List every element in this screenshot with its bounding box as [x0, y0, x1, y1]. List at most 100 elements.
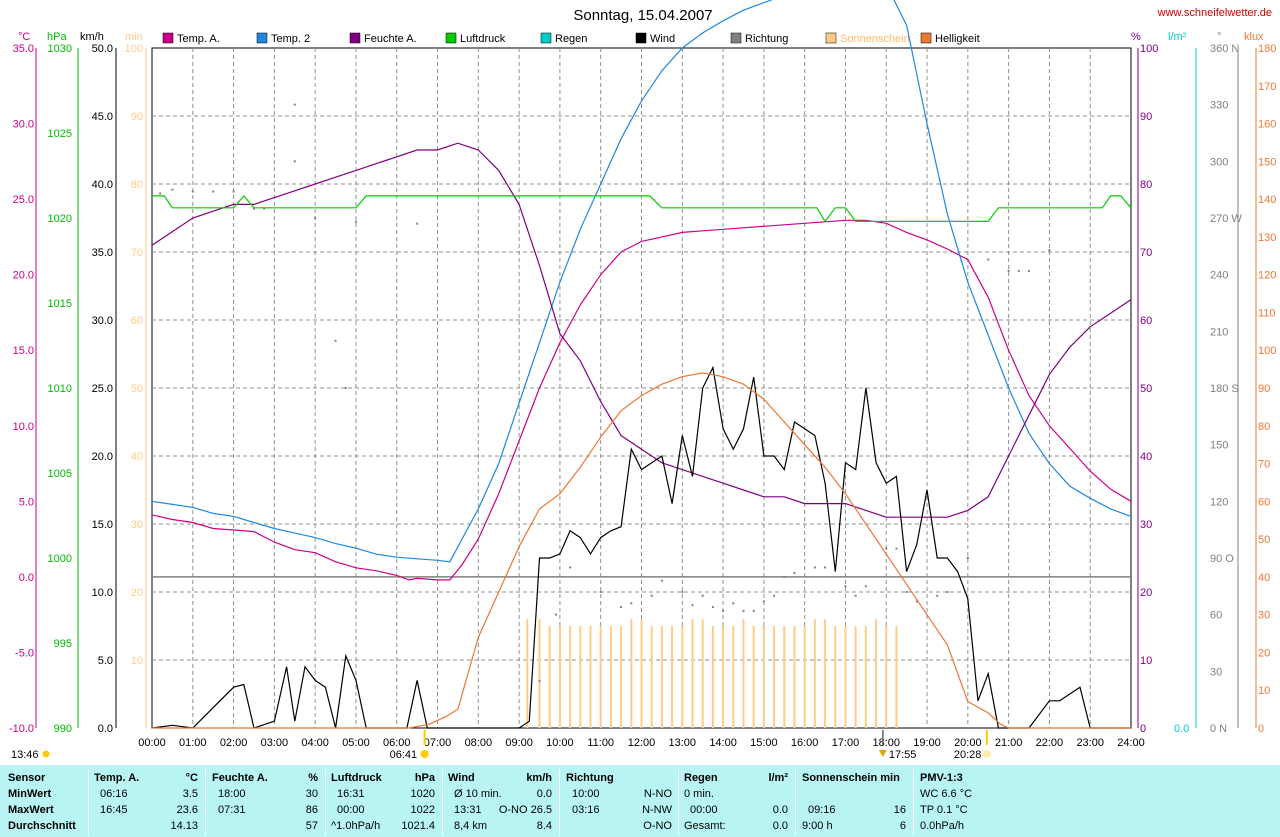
- axis-tick-label: 40: [131, 451, 143, 463]
- axis-tick-label: 45.0: [92, 111, 113, 123]
- x-tick-label: 21:00: [995, 737, 1023, 749]
- stats-header: Feuchte A.: [212, 772, 268, 784]
- x-tick-label: 05:00: [342, 737, 370, 749]
- stats-col-sensor: Sensor MinWert MaxWert Durchschnitt: [8, 765, 88, 837]
- stats-unit: hPa: [414, 772, 435, 784]
- x-tick-label: 08:00: [465, 737, 493, 749]
- direction-point: [620, 606, 623, 609]
- stats-value: 0.0: [772, 804, 788, 816]
- direction-point: [554, 613, 557, 616]
- x-tick-label: 00:00: [138, 737, 166, 749]
- sunshine-bar: [660, 626, 663, 728]
- sunshine-bar: [854, 626, 857, 728]
- sunrise-time: 06:41: [390, 749, 418, 761]
- x-tick-label: 23:00: [1076, 737, 1104, 749]
- axis-tick-label: 50: [1140, 383, 1152, 395]
- stats-value: TP 0.1 °C: [920, 804, 968, 816]
- sunset-time: 20:28: [954, 749, 982, 761]
- stats-time: 09:16: [808, 804, 836, 816]
- direction-point: [293, 103, 296, 106]
- axis-tick-label: 1000: [48, 553, 72, 565]
- axis-tick-label: 25.0: [92, 383, 113, 395]
- sunshine-bar: [864, 626, 867, 728]
- stats-col-humidity: Feuchte A. % 18:00 07:31 30 86 57: [212, 765, 322, 837]
- stats-value: 16: [893, 804, 906, 816]
- stats-header: Sonnenschein min: [802, 772, 900, 784]
- stats-header: Sensor: [8, 772, 46, 784]
- direction-point: [191, 190, 194, 193]
- x-tick-label: 02:00: [220, 737, 248, 749]
- direction-point: [742, 609, 745, 612]
- sunshine-bar: [691, 619, 694, 728]
- direction-point: [1017, 269, 1020, 272]
- sunshine-bar: [558, 626, 561, 728]
- axis-tick-label: 120: [1258, 270, 1276, 282]
- stats-row-label: Durchschnitt: [8, 820, 76, 832]
- series-line-temp-a: [151, 219, 1132, 581]
- x-tick-label: 07:00: [424, 737, 452, 749]
- sunshine-bar: [732, 626, 735, 728]
- stats-value: 30: [305, 788, 318, 800]
- x-tick-label: 16:00: [791, 737, 819, 749]
- x-tick-label: 11:00: [587, 737, 614, 749]
- series-line-temp-2: [151, 0, 1132, 563]
- direction-point: [212, 190, 215, 193]
- x-tick-label: 18:00: [872, 737, 900, 749]
- direction-point: [793, 572, 796, 575]
- axis-tick-label: 270 W: [1210, 213, 1242, 225]
- direction-point: [159, 192, 162, 195]
- axis-tick-label: 10: [1140, 655, 1152, 667]
- sunshine-bar: [722, 626, 725, 728]
- direction-point: [854, 594, 857, 597]
- axis-tick-label: 30.0: [92, 315, 113, 327]
- direction-point: [681, 591, 684, 593]
- sunshine-bar: [752, 626, 755, 728]
- axis-tick-label: 35.0: [13, 43, 34, 55]
- direction-point: [752, 609, 755, 612]
- direction-point: [711, 606, 714, 609]
- axis-tick-label: 15.0: [13, 345, 34, 357]
- sun-max-time: 17:55: [889, 749, 917, 761]
- axis-tick-label: 90 O: [1210, 553, 1234, 565]
- stats-unit: km/h: [526, 772, 552, 784]
- legend-swatch: [445, 32, 457, 44]
- direction-point: [773, 594, 776, 597]
- legend-swatch: [825, 32, 837, 44]
- stats-time: 16:31: [337, 788, 365, 800]
- axis-tick-label: 1010: [48, 383, 72, 395]
- axis-tick-label: 20: [1140, 587, 1152, 599]
- direction-point: [314, 217, 317, 219]
- axis-tick-label: 1015: [48, 298, 72, 310]
- stats-time: 8,4 km: [454, 820, 488, 832]
- axis-tick-label: 30: [1140, 519, 1152, 531]
- left-sun-icon: [42, 750, 50, 758]
- axis-tick-label: 30: [1258, 610, 1270, 622]
- direction-point: [263, 207, 266, 210]
- axis-tick-label: 170: [1258, 81, 1276, 93]
- axis-tick-label: 60: [1258, 496, 1270, 508]
- axis-tick-label: 1005: [48, 468, 72, 480]
- legend-swatch: [540, 32, 552, 44]
- axis-tick-label: 70: [1258, 459, 1270, 471]
- stats-time: 13:31: [454, 804, 482, 816]
- axis-tick-label: 0.0: [19, 572, 34, 584]
- x-tick-label: 19:00: [913, 737, 941, 749]
- axis-tick-label: 50: [131, 383, 143, 395]
- axis-tick-label: 360 N: [1210, 43, 1239, 55]
- watermark: www.schneifelwetter.de: [1157, 7, 1272, 19]
- axis-tick-label: 100: [125, 43, 143, 55]
- axis-tick-label: 80: [131, 179, 143, 191]
- stats-row-label: MaxWert: [8, 804, 54, 816]
- axis-tick-label: 0 N: [1210, 723, 1227, 735]
- direction-point: [660, 579, 663, 582]
- direction-point: [354, 220, 357, 223]
- axis-tick-label: 150: [1258, 156, 1276, 168]
- sunrise-icon: [420, 750, 429, 758]
- legend-label: Richtung: [745, 33, 788, 45]
- x-tick-label: 06:00: [383, 737, 411, 749]
- legend-swatch: [162, 32, 174, 44]
- legend-label: Regen: [555, 33, 587, 45]
- sunshine-bar: [701, 619, 704, 728]
- x-tick-label: 13:00: [669, 737, 697, 749]
- direction-point: [732, 602, 735, 605]
